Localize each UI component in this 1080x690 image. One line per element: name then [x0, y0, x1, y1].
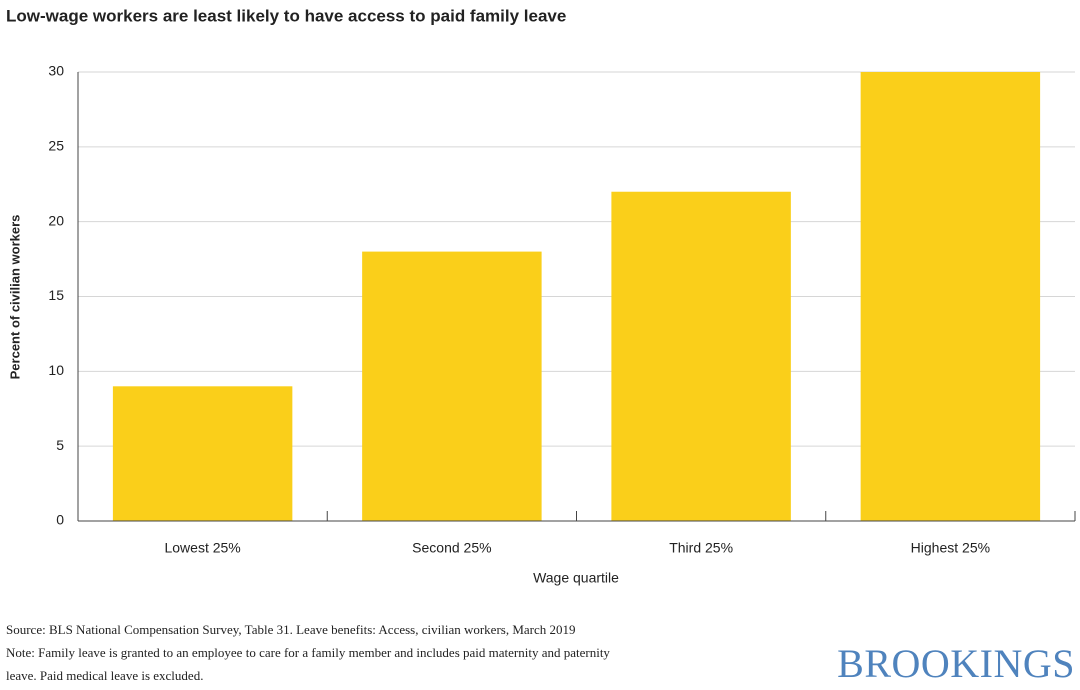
brand-logo: BROOKINGS — [837, 641, 1075, 686]
y-tick-label: 30 — [48, 63, 64, 79]
chart: Low-wage workers are least likely to hav… — [6, 6, 1076, 586]
x-tick-label: Highest 25% — [911, 540, 990, 556]
x-tick-label: Third 25% — [669, 540, 733, 556]
y-tick-label: 0 — [56, 512, 64, 528]
bar — [362, 251, 542, 521]
y-tick-label: 20 — [48, 212, 64, 228]
x-axis-label: Wage quartile — [533, 570, 619, 586]
chart-title: Low-wage workers are least likely to hav… — [6, 6, 566, 25]
bar — [611, 191, 791, 521]
y-tick-label: 5 — [56, 437, 64, 453]
y-tick-label: 15 — [48, 287, 64, 303]
y-tick-label: 10 — [48, 362, 64, 378]
note: Note: Family leave is granted to an empl… — [6, 645, 610, 683]
x-tick-label: Lowest 25% — [164, 540, 240, 556]
bar — [112, 386, 293, 521]
x-tick-label: Second 25% — [412, 540, 491, 556]
y-axis-label: Percent of civilian workers — [7, 215, 22, 380]
y-tick-label: 25 — [48, 138, 64, 154]
bar — [860, 72, 1041, 521]
source: Source: BLS National Compensation Survey… — [6, 622, 576, 637]
